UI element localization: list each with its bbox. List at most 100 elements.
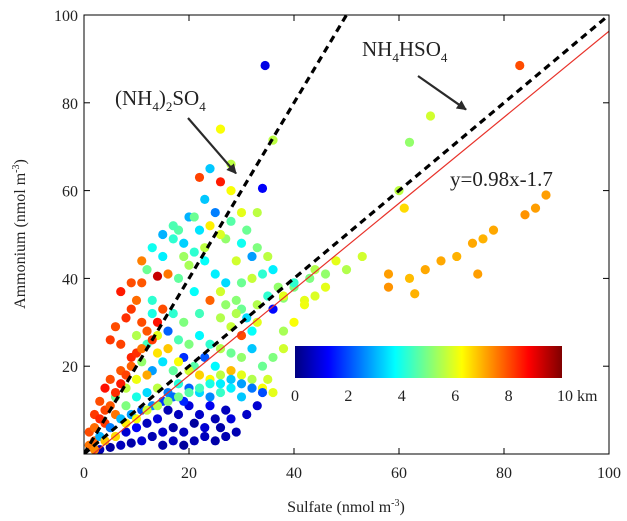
data-point bbox=[173, 335, 184, 345]
y-tick-label: 20 bbox=[62, 359, 78, 376]
data-point bbox=[189, 418, 199, 428]
data-point bbox=[299, 300, 310, 310]
fit-equation-label: y=0.98x-1.7 bbox=[450, 167, 553, 191]
data-point bbox=[173, 273, 184, 283]
data-point bbox=[137, 317, 147, 327]
data-point bbox=[200, 431, 210, 442]
x-tick-label: 100 bbox=[597, 465, 621, 482]
data-point bbox=[158, 304, 168, 314]
points-layer bbox=[84, 60, 551, 454]
data-point bbox=[189, 286, 199, 297]
data-point bbox=[215, 177, 226, 187]
data-point bbox=[116, 440, 126, 450]
data-point bbox=[383, 269, 394, 279]
annotation-label: (NH4)2SO4 bbox=[115, 86, 206, 114]
data-point bbox=[210, 361, 220, 371]
data-point bbox=[231, 308, 241, 319]
data-point bbox=[173, 357, 184, 367]
data-point bbox=[126, 304, 136, 314]
data-point bbox=[121, 313, 131, 323]
data-point bbox=[473, 269, 483, 279]
data-point bbox=[357, 251, 367, 262]
data-point bbox=[452, 251, 462, 262]
data-point bbox=[530, 203, 541, 213]
data-point bbox=[194, 172, 205, 183]
y-axis-label: Ammonium (nmol m-3) bbox=[11, 159, 29, 309]
colorbar-gradient bbox=[295, 346, 562, 378]
data-point bbox=[142, 265, 152, 275]
data-point bbox=[116, 339, 126, 349]
data-point bbox=[320, 282, 331, 292]
data-point bbox=[236, 392, 247, 402]
x-tick-label: 40 bbox=[286, 465, 302, 482]
data-point bbox=[226, 383, 236, 393]
data-point bbox=[252, 207, 262, 218]
data-point bbox=[200, 194, 210, 204]
data-point bbox=[278, 344, 289, 354]
data-point bbox=[210, 207, 220, 218]
data-point bbox=[215, 370, 226, 380]
data-point bbox=[226, 365, 236, 376]
data-point bbox=[137, 256, 147, 266]
data-point bbox=[152, 271, 163, 281]
data-point bbox=[515, 60, 525, 71]
data-point bbox=[131, 295, 142, 305]
data-point bbox=[252, 243, 262, 253]
data-point bbox=[221, 405, 231, 415]
data-point bbox=[410, 289, 420, 299]
data-point bbox=[194, 330, 205, 341]
data-point bbox=[142, 326, 152, 336]
data-point bbox=[310, 291, 320, 301]
y-tick-label: 40 bbox=[62, 271, 78, 288]
reference-line bbox=[84, 15, 609, 454]
data-point bbox=[116, 286, 126, 297]
y-tick-label: 100 bbox=[54, 8, 78, 25]
data-point bbox=[168, 221, 178, 231]
data-point bbox=[226, 186, 236, 196]
data-point bbox=[142, 418, 152, 428]
data-point bbox=[131, 330, 142, 341]
data-point bbox=[231, 256, 241, 266]
y-tick-label: 60 bbox=[62, 184, 78, 201]
data-point bbox=[194, 370, 205, 380]
data-point bbox=[184, 260, 194, 270]
data-point bbox=[105, 442, 115, 453]
data-point bbox=[252, 401, 262, 411]
data-point bbox=[383, 282, 394, 292]
data-point bbox=[263, 374, 273, 384]
data-point bbox=[205, 295, 215, 305]
annotations-layer: (NH4)2SO4 NH4HSO4 y=0.98x-1.7 bbox=[115, 37, 553, 191]
data-point bbox=[242, 409, 252, 420]
data-point bbox=[268, 387, 278, 398]
data-point bbox=[189, 212, 199, 222]
data-point bbox=[226, 348, 236, 358]
data-point bbox=[131, 374, 142, 384]
data-point bbox=[194, 308, 205, 319]
data-point bbox=[152, 414, 163, 424]
data-point bbox=[179, 440, 189, 450]
data-point bbox=[142, 370, 152, 380]
x-axis-label: Sulfate (nmol m-3) bbox=[287, 498, 405, 516]
data-point bbox=[137, 344, 147, 354]
data-point bbox=[247, 383, 257, 393]
data-point bbox=[179, 251, 189, 262]
data-point bbox=[478, 234, 488, 244]
data-point bbox=[268, 265, 278, 275]
annotation-arrow bbox=[187, 117, 237, 175]
data-point bbox=[205, 401, 215, 411]
data-point bbox=[399, 203, 409, 213]
data-point bbox=[404, 273, 415, 283]
data-point bbox=[226, 414, 236, 424]
data-point bbox=[110, 322, 121, 332]
annotation-label: NH4HSO4 bbox=[362, 37, 448, 65]
data-point bbox=[163, 396, 173, 406]
data-point bbox=[147, 243, 157, 253]
annotation-arrow bbox=[417, 75, 467, 111]
data-point bbox=[205, 221, 215, 231]
colorbar-tick-label: 10 km bbox=[557, 388, 598, 405]
data-point bbox=[236, 238, 247, 248]
data-point bbox=[215, 387, 226, 398]
data-point bbox=[210, 414, 220, 424]
data-point bbox=[189, 436, 199, 446]
data-point bbox=[184, 339, 194, 349]
